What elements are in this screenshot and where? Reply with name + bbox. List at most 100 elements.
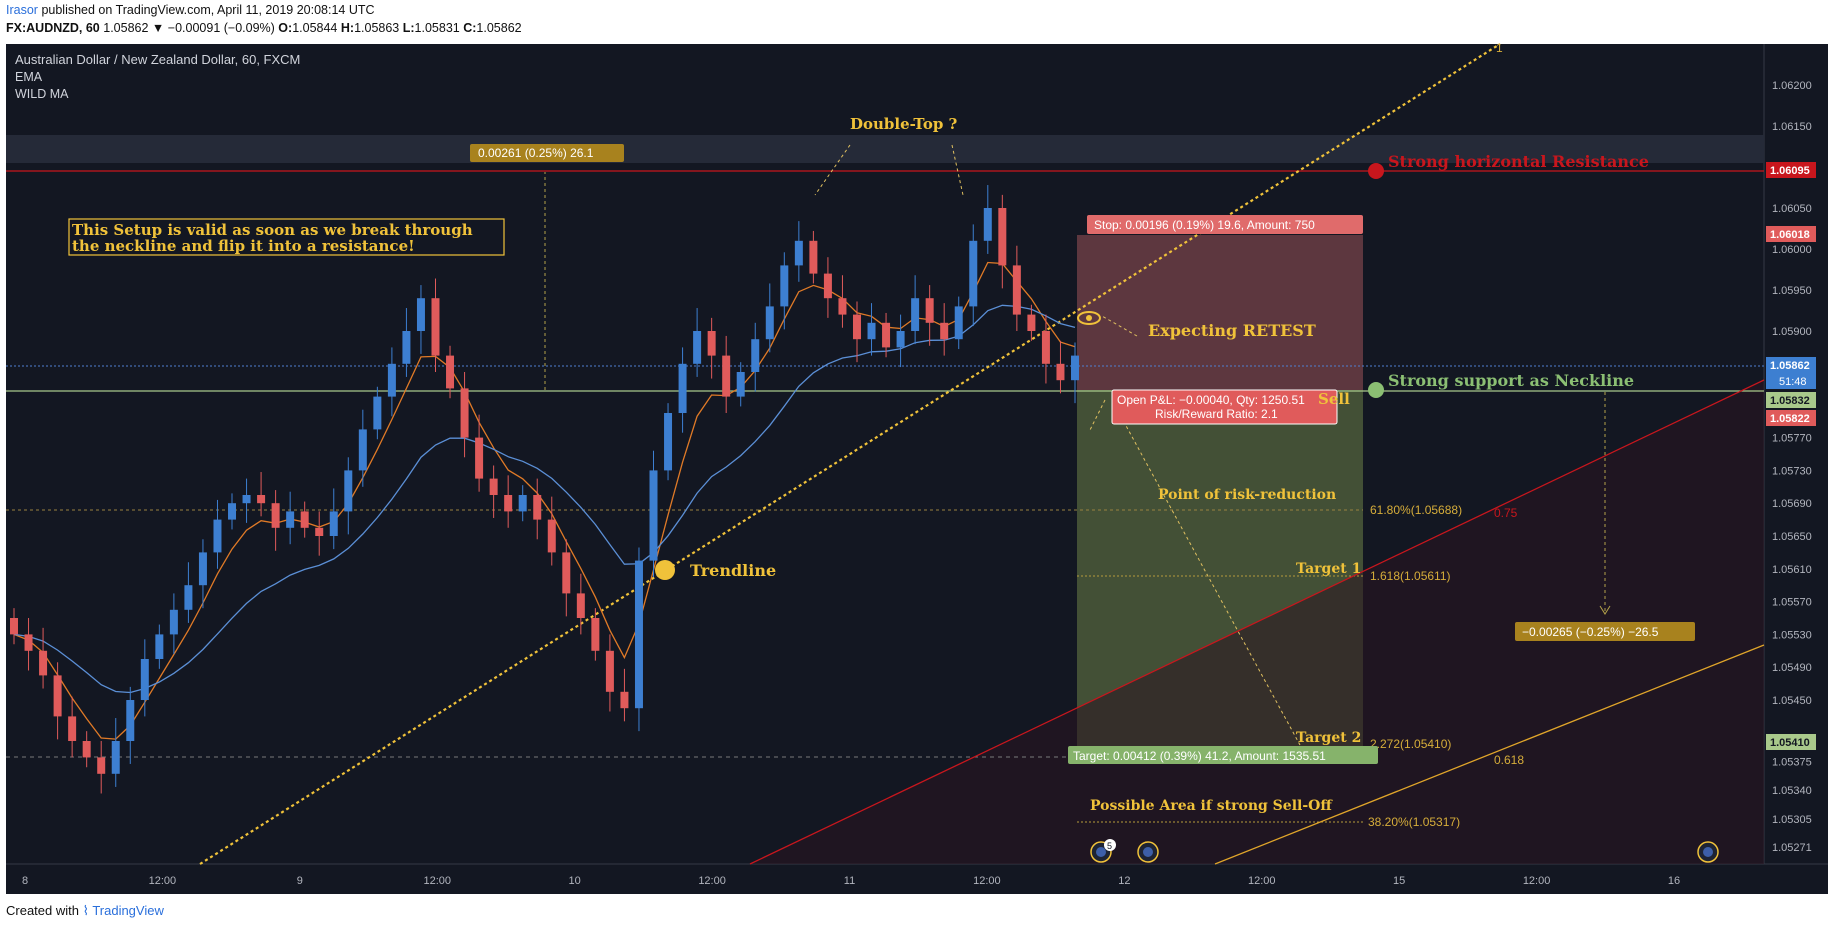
tradingview-logo[interactable]: ⌇ TradingView bbox=[82, 903, 164, 918]
candle-body bbox=[591, 618, 600, 651]
trendline-label: Trendline bbox=[690, 561, 776, 580]
stop-badge-text: 1.06018 bbox=[1770, 229, 1810, 241]
candle-body bbox=[53, 675, 62, 717]
event-flag-icon[interactable]: 5 bbox=[1090, 839, 1116, 863]
publish-info: Irasor published on TradingView.com, Apr… bbox=[6, 2, 375, 18]
pnl-line2: Risk/Reward Ratio: 2.1 bbox=[1155, 407, 1278, 421]
neck-badge-text: 1.05832 bbox=[1770, 395, 1810, 407]
price-axis-background bbox=[1764, 44, 1828, 864]
fan-1-label: 1 bbox=[1496, 41, 1503, 55]
candle-body bbox=[1056, 363, 1065, 381]
close-label: C: bbox=[463, 21, 477, 35]
pnl-box bbox=[1111, 389, 1338, 425]
neckline-dot[interactable] bbox=[1368, 382, 1384, 398]
candle-body bbox=[1027, 314, 1036, 331]
time-axis[interactable]: 8 12:00 9 12:00 10 12:00 11 12:00 12 12:00 15 12:00… bbox=[22, 875, 1680, 887]
candle-body bbox=[983, 208, 992, 241]
price-tick-5: 1.05900 bbox=[1772, 326, 1812, 338]
candle-body bbox=[940, 322, 949, 340]
selloff-label: Possible Area if strong Sell-Off bbox=[1090, 798, 1333, 814]
time-tick-0: 8 bbox=[22, 875, 28, 887]
measure-down-arrowhead bbox=[1599, 605, 1611, 615]
price-tick-2: 1.06050 bbox=[1772, 203, 1812, 215]
candle-body bbox=[387, 363, 396, 397]
price-tick-11: 1.05570 bbox=[1772, 597, 1812, 609]
price-tick-4: 1.05950 bbox=[1772, 285, 1812, 297]
candle-body bbox=[140, 659, 149, 700]
candle-body bbox=[882, 322, 891, 348]
time-tick-9: 12:00 bbox=[1248, 875, 1276, 887]
wild-ma-legend[interactable]: WILD MA bbox=[15, 87, 69, 101]
candle-body bbox=[664, 413, 673, 471]
candle-body bbox=[373, 396, 382, 430]
setup-note-line2: the neckline and flip it into a resistan… bbox=[72, 237, 415, 255]
retest-label: Expecting RETEST bbox=[1148, 321, 1316, 340]
event-flag-icon[interactable] bbox=[1137, 841, 1159, 863]
stop-zone bbox=[1077, 235, 1363, 390]
resistance-zone bbox=[6, 135, 1764, 163]
eye-icon bbox=[1077, 311, 1101, 325]
last-badge bbox=[1766, 357, 1816, 373]
fib-1618-label: 1.618(1.05611) bbox=[1370, 569, 1451, 583]
fib-382-label: 38.20%(1.05317) bbox=[1368, 815, 1460, 829]
candle-body bbox=[649, 470, 658, 561]
candle-body bbox=[678, 363, 687, 413]
time-axis-background bbox=[6, 864, 1828, 894]
entry-badge-text: 1.05822 bbox=[1770, 413, 1810, 425]
time-tick-10: 15 bbox=[1393, 875, 1405, 887]
candle-body bbox=[431, 298, 440, 356]
target-badge-text: 1.05410 bbox=[1770, 737, 1810, 749]
candle-body bbox=[169, 609, 178, 635]
low-value: 1.05831 bbox=[414, 21, 460, 35]
candle-body bbox=[736, 372, 745, 397]
time-tick-4: 10 bbox=[569, 875, 581, 887]
candle-body bbox=[634, 560, 643, 709]
time-tick-3: 12:00 bbox=[423, 875, 451, 887]
price-axis[interactable]: 1.06200 1.06150 1.06050 1.06000 1.05950 1.059… bbox=[1772, 80, 1812, 854]
fib-0618-label: 0.618 bbox=[1494, 753, 1524, 767]
author-link[interactable]: Irasor bbox=[6, 3, 38, 17]
risk-reduction-label: Point of risk-reduction bbox=[1158, 487, 1336, 503]
event-count: 5 bbox=[1107, 841, 1112, 851]
fib-2272-label: 2.272(1.05410) bbox=[1370, 737, 1451, 751]
candle-body bbox=[518, 495, 527, 512]
symbol-label: FX:AUDNZD, 60 bbox=[6, 21, 100, 35]
candle-body bbox=[10, 618, 18, 635]
candle-body bbox=[315, 527, 324, 536]
resistance-dot[interactable] bbox=[1368, 163, 1384, 179]
open-value: 1.05844 bbox=[292, 21, 338, 35]
trendline bbox=[199, 43, 1501, 865]
candle-body bbox=[707, 331, 716, 356]
candles-layer bbox=[10, 185, 1079, 794]
candle-body bbox=[925, 298, 934, 323]
resistance-label: Strong horizontal Resistance bbox=[1388, 152, 1649, 171]
event-flag-icon[interactable] bbox=[1697, 841, 1719, 863]
timer-badge bbox=[1766, 373, 1816, 389]
candle-body bbox=[126, 700, 135, 741]
support-label: Strong support as Neckline bbox=[1388, 371, 1634, 390]
target-badge bbox=[1766, 734, 1816, 750]
measure-up-label: 0.00261 (0.25%) 26.1 bbox=[478, 146, 594, 160]
down-arrow-icon: ▼ bbox=[151, 21, 165, 35]
candle-body bbox=[852, 314, 861, 340]
candle-body bbox=[416, 298, 425, 331]
ema-legend[interactable]: EMA bbox=[15, 70, 43, 84]
setup-note-line1: This Setup is valid as soon as we break … bbox=[72, 221, 473, 239]
trendline-dot[interactable] bbox=[655, 560, 675, 580]
candle-body bbox=[794, 240, 803, 266]
time-tick-12: 16 bbox=[1668, 875, 1680, 887]
candle-body bbox=[475, 437, 484, 479]
candle-body bbox=[213, 519, 222, 553]
candle-body bbox=[823, 273, 832, 299]
candle-body bbox=[954, 306, 963, 340]
measure-up-box bbox=[470, 144, 624, 162]
pnl-line1: Open P&L: −0.00040, Qty: 1250.51 bbox=[1117, 393, 1305, 407]
candle-body bbox=[344, 470, 353, 512]
price-tick-0: 1.06200 bbox=[1772, 80, 1812, 92]
candle-body bbox=[271, 503, 280, 528]
candle-body bbox=[460, 388, 469, 438]
price-chart[interactable]: This Setup is valid as soon as we break … bbox=[0, 40, 1828, 900]
candle-body bbox=[867, 322, 876, 340]
ema-line bbox=[13, 261, 1076, 740]
double-top-label: Double-Top ? bbox=[850, 115, 958, 133]
